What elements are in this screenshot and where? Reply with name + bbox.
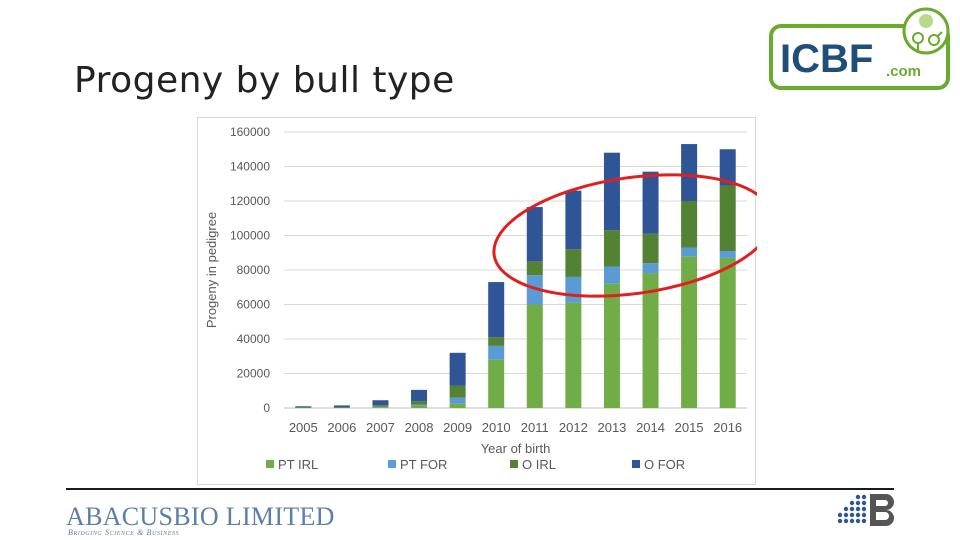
bar-segment	[488, 359, 505, 408]
abacusbio-mark-icon	[837, 494, 894, 526]
bar-segment	[565, 190, 582, 250]
x-tick-label: 2011	[521, 420, 549, 435]
abacusbio-name-a: ABACUS	[66, 502, 174, 531]
y-tick-label: 20000	[237, 367, 271, 381]
bar-segment	[295, 406, 312, 408]
bar-segment	[372, 405, 389, 407]
y-tick-label: 140000	[230, 160, 270, 174]
legend-swatch	[266, 460, 274, 468]
bar-segment	[642, 233, 659, 264]
icbf-logo-domain: .com	[886, 63, 921, 80]
bar-segment	[372, 406, 389, 408]
bar-segment	[603, 266, 620, 284]
chart-frame: 0 20000 40000 60000 80000 100000 120000 140000 1…	[197, 117, 757, 485]
x-tick-label: 2012	[559, 420, 588, 435]
bar-segment	[719, 185, 736, 252]
legend-swatch	[510, 460, 518, 468]
bar-segment	[333, 407, 350, 408]
highlight-ellipse	[492, 173, 757, 298]
legend-swatch	[632, 460, 640, 468]
bar-segment	[603, 230, 620, 267]
bar-segment	[488, 345, 505, 360]
legend-label: O FOR	[644, 457, 685, 472]
x-axis-label: Year of birth	[481, 441, 551, 456]
x-tick-label: 2007	[366, 420, 395, 435]
bar-segment	[681, 247, 698, 257]
x-tick-label: 2008	[405, 420, 434, 435]
icbf-logo-frame	[769, 24, 950, 90]
male-symbol-icon	[928, 34, 940, 46]
y-tick-label: 60000	[237, 298, 271, 312]
y-tick-label: 120000	[230, 194, 270, 208]
bar-segment	[719, 149, 736, 186]
animal-head-icon	[919, 14, 933, 28]
legend-swatch	[388, 460, 396, 468]
legend-label: PT FOR	[400, 457, 447, 472]
bar-segment	[372, 407, 389, 408]
abacusbio-logo-text: ABACUSBIO LIMITED	[66, 502, 335, 532]
bar-segment	[449, 385, 466, 398]
x-tick-label: 2010	[482, 420, 511, 435]
legend-label: PT IRL	[278, 457, 318, 472]
bar-segment	[488, 337, 505, 346]
bar-segment	[449, 352, 466, 386]
bar-segment	[411, 401, 428, 405]
x-tick-label: 2006	[327, 420, 356, 435]
stacked-bar-chart: 0 20000 40000 60000 80000 100000 120000 140000 1…	[204, 125, 757, 472]
bar-segment	[681, 256, 698, 408]
bar-segment	[333, 405, 350, 408]
bar-segment	[411, 405, 428, 408]
bar-segment	[372, 400, 389, 406]
bar-segment	[642, 171, 659, 234]
icbf-logo-brand: ICBF	[780, 37, 873, 81]
y-tick-label: 40000	[237, 332, 271, 346]
bar-segment	[681, 144, 698, 201]
y-axis-label: Progeny in pedigree	[204, 212, 219, 328]
bar-segment	[603, 152, 620, 231]
abacusbio-name-b: BIO LIMITED	[173, 502, 335, 531]
bar-segment	[719, 257, 736, 408]
x-tick-label: 2015	[675, 420, 704, 435]
bar-segment	[411, 404, 428, 406]
bar-segment	[295, 407, 312, 408]
bar-segment	[565, 249, 582, 277]
x-tick-label: 2005	[289, 420, 318, 435]
x-tick-label: 2016	[713, 420, 742, 435]
y-tick-label: 80000	[237, 263, 271, 277]
bar-segment	[526, 304, 543, 408]
slide-title: Progeny by bull type	[74, 60, 455, 101]
legend-label: O IRL	[522, 457, 556, 472]
bar-segment	[681, 201, 698, 248]
abacusbio-tagline: Bridging Science & Business	[68, 528, 180, 537]
bar-segment	[642, 273, 659, 408]
x-tick-label: 2014	[636, 420, 665, 435]
y-tick-label: 160000	[230, 125, 270, 139]
footer-divider	[66, 488, 894, 490]
x-tick-label: 2009	[443, 420, 472, 435]
x-tick-label: 2013	[597, 420, 626, 435]
y-tick-label: 0	[263, 401, 270, 415]
bar-segment	[526, 207, 543, 262]
bar-segment	[719, 251, 736, 258]
icbf-logo: ICBF .com	[769, 7, 950, 90]
bar-segment	[526, 261, 543, 276]
bar-segment	[449, 403, 466, 408]
bar-segment	[565, 276, 582, 303]
bar-segment	[603, 283, 620, 408]
bar-segment	[642, 263, 659, 274]
bar-segment	[411, 389, 428, 402]
bar-segment	[488, 282, 505, 338]
bar-segment	[565, 302, 582, 408]
y-tick-label: 100000	[230, 229, 270, 243]
bar-segment	[449, 397, 466, 404]
